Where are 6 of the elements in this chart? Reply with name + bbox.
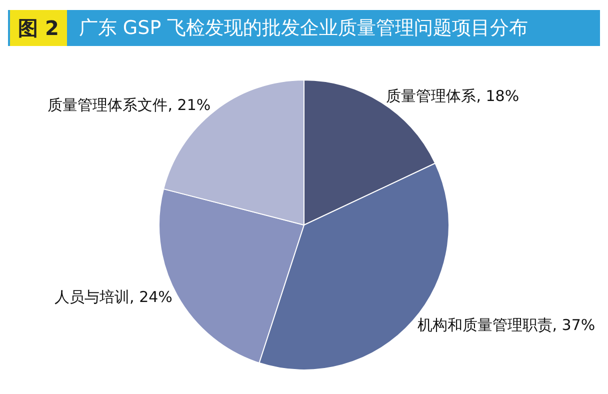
slice-label: 人员与培训, 24%: [54, 288, 172, 306]
slice-label: 机构和质量管理职责, 37%: [417, 316, 596, 334]
chart-title: 广东 GSP 飞检发现的批发企业质量管理问题项目分布: [78, 16, 528, 41]
caption: 图 2: [10, 10, 67, 46]
slice-label: 质量管理体系, 18%: [386, 87, 520, 106]
slice-label: 质量管理体系文件, 21%: [48, 96, 211, 114]
